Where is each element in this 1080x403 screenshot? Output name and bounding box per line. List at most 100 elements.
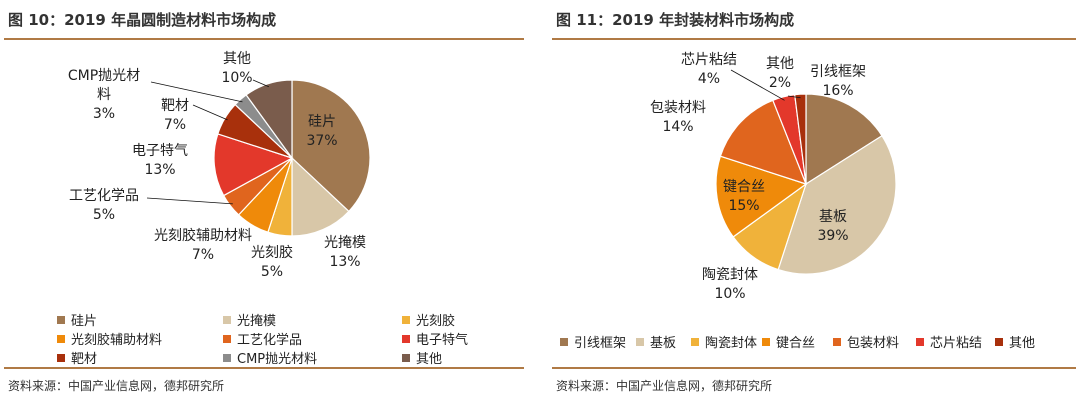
legend-item: 光刻胶辅助材料 bbox=[57, 329, 162, 348]
leader-line-1-7 bbox=[150, 81, 243, 103]
slice-label-line: 3% bbox=[93, 106, 115, 122]
legend-label: 键合丝 bbox=[776, 336, 816, 351]
pie-slice-2-3 bbox=[715, 155, 808, 238]
slice-label-line: 4% bbox=[698, 71, 720, 87]
slice-label-line: 陶瓷封体 bbox=[702, 267, 758, 283]
leader-line-2-6 bbox=[787, 95, 801, 99]
legend-item: 其他 bbox=[995, 332, 1035, 351]
legend-label: 其他 bbox=[416, 352, 443, 367]
leader-line-1-8 bbox=[252, 79, 270, 88]
legend-label: 基板 bbox=[650, 336, 677, 351]
legend-label: 工艺化学品 bbox=[237, 333, 303, 348]
legend-item: 硅片 bbox=[57, 310, 97, 329]
legend-swatch bbox=[833, 337, 841, 346]
figure-10-bottom-rule bbox=[4, 367, 524, 369]
legend-swatch bbox=[762, 337, 770, 346]
slice-label-line: 其他 bbox=[223, 51, 251, 67]
legend-item: 工艺化学品 bbox=[223, 329, 302, 348]
legend-label: CMP抛光材料 bbox=[237, 352, 318, 367]
legend-swatch bbox=[223, 353, 231, 362]
legend-label: 硅片 bbox=[71, 314, 98, 329]
figure-10-panel: 图 10：2019 年晶圆制造材料市场构成 硅片 37% 光掩模 13% 光刻胶 5% 光刻… bbox=[0, 0, 528, 403]
slice-label-1-3: 光刻胶辅助材料 7% bbox=[154, 227, 252, 263]
slice-label-line: 5% bbox=[93, 207, 115, 223]
figure-10-source: 资料来源：中国产业信息网，德邦研究所 bbox=[8, 379, 225, 393]
legend-item: 键合丝 bbox=[762, 332, 815, 351]
legend-item: 靶材 bbox=[57, 348, 97, 367]
slice-label-line: 10% bbox=[714, 286, 745, 302]
legend-item: 芯片粘结 bbox=[916, 332, 982, 351]
legend-label: 包装材料 bbox=[847, 336, 900, 351]
figure-10-title: 图 10：2019 年晶圆制造材料市场构成 bbox=[8, 11, 277, 29]
slice-label-line: 电子特气 bbox=[132, 143, 188, 159]
legend-swatch bbox=[916, 337, 924, 346]
pie-slice-1-5 bbox=[213, 133, 294, 197]
slice-label-line: 13% bbox=[329, 254, 360, 270]
slice-label-1-2: 光刻胶 5% bbox=[251, 244, 293, 280]
legend-label: 其他 bbox=[1009, 336, 1036, 351]
pie-slice-1-1 bbox=[291, 156, 350, 237]
legend-item: CMP抛光材料 bbox=[223, 348, 317, 367]
legend-label: 光刻胶 bbox=[416, 314, 456, 329]
slice-label-2-6: 其他 2% bbox=[766, 56, 794, 91]
slice-label-line: 光掩模 bbox=[324, 235, 366, 251]
slice-label-line: 15% bbox=[728, 198, 759, 214]
slice-label-line: 包装材料 bbox=[650, 100, 706, 116]
slice-label-1-8: 其他 10% bbox=[221, 51, 252, 86]
slice-label-2-1: 基板 39% bbox=[817, 208, 848, 244]
slice-label-line: 料 bbox=[97, 87, 111, 103]
slice-label-line: 工艺化学品 bbox=[69, 188, 139, 204]
slice-label-line: 5% bbox=[261, 264, 283, 280]
slice-label-line: 13% bbox=[144, 162, 175, 178]
legend-item: 陶瓷封体 bbox=[691, 332, 757, 351]
legend-swatch bbox=[57, 315, 65, 324]
legend-swatch bbox=[691, 337, 699, 346]
slice-label-line: 基板 bbox=[819, 208, 847, 225]
slice-label-line: 其他 bbox=[766, 56, 794, 72]
slice-label-1-6: 靶材 7% bbox=[161, 98, 189, 133]
slice-label-line: 光刻胶辅助材料 bbox=[154, 227, 252, 244]
leader-line-1-4 bbox=[146, 197, 233, 205]
pie-slice-2-0 bbox=[805, 93, 883, 186]
slice-label-line: 14% bbox=[662, 119, 693, 135]
slice-label-2-0: 引线框架 16% bbox=[810, 64, 866, 99]
slice-label-line: 37% bbox=[306, 133, 337, 149]
legend-label: 电子特气 bbox=[416, 333, 469, 348]
figure-11-source: 资料来源：中国产业信息网，德邦研究所 bbox=[556, 379, 773, 393]
slice-label-1-7: CMP抛光材料 3% bbox=[68, 68, 140, 122]
slice-label-1-4: 工艺化学品 5% bbox=[69, 188, 139, 223]
slice-label-line: 7% bbox=[192, 247, 214, 263]
slice-label-2-3: 键合丝 15% bbox=[723, 179, 765, 214]
figure-11-title: 图 11：2019 年封装材料市场构成 bbox=[556, 11, 795, 29]
legend-item: 电子特气 bbox=[402, 329, 468, 348]
slice-label-line: 16% bbox=[822, 83, 853, 99]
slice-label-line: 键合丝 bbox=[723, 179, 765, 195]
leader-line-2-5 bbox=[730, 69, 785, 101]
legend-item: 光掩模 bbox=[223, 310, 276, 329]
slice-label-1-5: 电子特气 13% bbox=[132, 143, 188, 178]
pie-slice-1-0 bbox=[291, 79, 371, 213]
slice-label-1-1: 光掩模 13% bbox=[324, 235, 366, 270]
figure-10-pie-chart: 硅片 37% 光掩模 13% 光刻胶 5% 光刻胶辅助材料 7% 工艺化学品 5% 电子特气 13% 靶… bbox=[68, 51, 371, 280]
slice-label-line: 光刻胶 bbox=[251, 244, 293, 261]
pie-slice-2-1 bbox=[777, 134, 897, 275]
legend-item: 引线框架 bbox=[560, 332, 626, 351]
figure-11-bottom-rule bbox=[552, 367, 1076, 369]
legend-label: 光掩模 bbox=[237, 314, 277, 329]
legend-swatch bbox=[402, 315, 410, 324]
figure-11-top-rule bbox=[552, 38, 1076, 40]
legend-label: 芯片粘结 bbox=[930, 336, 983, 351]
legend-item: 基板 bbox=[636, 332, 676, 351]
slice-label-line: 引线框架 bbox=[810, 64, 866, 80]
legend-swatch bbox=[402, 334, 410, 343]
slice-label-line: 靶材 bbox=[161, 98, 189, 114]
legend-swatch bbox=[560, 337, 568, 346]
pie-slice-1-8 bbox=[245, 79, 293, 160]
figure-11-pie-chart: 引线框架 16% 基板 39% 陶瓷封体 10% 键合丝 15% 包装材料 14% 芯片粘结 4% 其他… bbox=[650, 52, 897, 302]
slice-label-line: 硅片 bbox=[308, 114, 336, 130]
figure-10-top-rule bbox=[4, 38, 524, 40]
pie-slice-2-6 bbox=[794, 93, 807, 185]
legend-swatch bbox=[57, 334, 65, 343]
legend-label: 陶瓷封体 bbox=[705, 336, 758, 351]
slice-label-line: 7% bbox=[164, 117, 186, 133]
